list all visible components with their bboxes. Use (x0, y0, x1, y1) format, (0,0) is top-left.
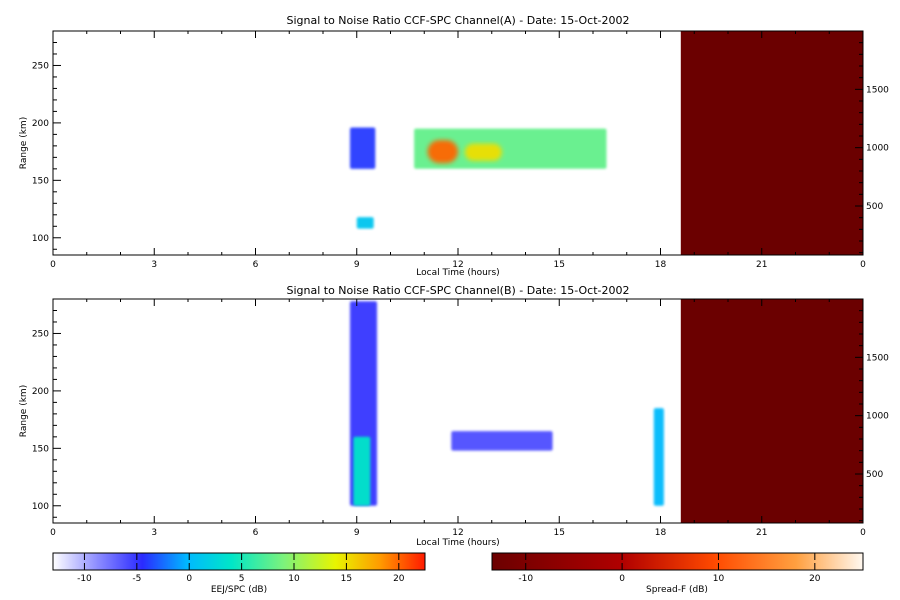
echo-region (350, 127, 376, 169)
x-tick-label: 15 (554, 260, 565, 270)
right-tick-label: 500 (866, 202, 883, 212)
x-axis-a: 0 3 6 9 12 15 18 21 0 (50, 31, 866, 270)
colorbar-tick-label: -10 (518, 574, 533, 584)
x-tick-label: 18 (655, 528, 667, 538)
echo-region (451, 431, 553, 451)
colorbar-eej-label: EEJ/SPC (dB) (211, 585, 267, 595)
colorbar-tick-label: 20 (393, 574, 405, 584)
colorbar-eej: -10 -5 0 5 10 15 20 EEJ/SPC (dB) (52, 552, 426, 595)
colorbar-spread-f-label: Spread-F (dB) (646, 585, 708, 595)
x-tick-label: 3 (151, 528, 157, 538)
x-tick-label: 3 (151, 260, 157, 270)
right-axis-a: 500 1000 1500 (855, 42, 889, 254)
x-tick-label: 21 (756, 260, 767, 270)
right-axis-b: 500 1000 1500 (855, 310, 889, 522)
y-axis-a: 100 150 200 250 (32, 30, 61, 250)
y-tick-label: 150 (32, 176, 49, 186)
colorbar-tick-label: 15 (341, 574, 352, 584)
x-axis-label-a: Local Time (hours) (416, 268, 499, 278)
y-axis-b: 100 150 200 250 (32, 298, 61, 518)
colorbar-tick-label: 5 (239, 574, 245, 584)
chart-title-a: Signal to Noise Ratio CCF-SPC Channel(A)… (286, 14, 629, 27)
x-tick-label: 9 (354, 260, 360, 270)
x-tick-label: 6 (253, 528, 259, 538)
colorbar-tick-label: 0 (619, 574, 625, 584)
y-tick-label: 250 (32, 329, 49, 339)
x-tick-label: 18 (655, 260, 667, 270)
y-tick-label: 100 (32, 234, 49, 244)
echo-region (464, 143, 502, 161)
right-tick-label: 1000 (866, 144, 889, 154)
y-tick-label: 200 (32, 387, 49, 397)
x-tick-label: 0 (50, 528, 56, 538)
x-tick-label: 12 (452, 260, 463, 270)
x-tick-label: 0 (860, 528, 866, 538)
colorbar-tick-label: -10 (77, 574, 92, 584)
spread-f-region (680, 299, 864, 523)
echo-region (427, 140, 458, 164)
heatmap-b (350, 299, 864, 523)
colorbar-spread-f-gradient (491, 552, 864, 571)
right-tick-label: 1500 (866, 85, 889, 95)
colorbar-eej-gradient (52, 552, 426, 571)
colorbar-tick-label: -5 (132, 574, 141, 584)
colorbar-tick-label: 10 (713, 574, 725, 584)
colorbar-spread-f-ticks: -10 0 10 20 (518, 553, 821, 584)
colorbar-tick-label: 10 (288, 574, 300, 584)
x-axis-label-b: Local Time (hours) (416, 538, 499, 548)
echo-region (414, 128, 607, 169)
y-axis-label-a: Range (km) (19, 117, 29, 169)
x-tick-label: 0 (50, 260, 56, 270)
heatmap-a (350, 31, 864, 255)
echo-region (353, 436, 371, 506)
chart-title-b: Signal to Noise Ratio CCF-SPC Channel(B)… (286, 284, 629, 297)
y-axis-label-b: Range (km) (19, 385, 29, 437)
x-tick-label: 0 (860, 260, 866, 270)
colorbar-eej-ticks: -10 -5 0 5 10 15 20 (77, 553, 405, 584)
y-tick-label: 100 (32, 502, 49, 512)
echo-region (356, 217, 374, 229)
chart-panel-b: Signal to Noise Ratio CCF-SPC Channel(B)… (19, 284, 889, 548)
right-tick-label: 500 (866, 470, 883, 480)
right-tick-label: 1000 (866, 412, 889, 422)
x-axis-b: 0 3 6 9 12 15 18 21 0 (50, 299, 866, 538)
y-tick-label: 250 (32, 61, 49, 71)
colorbar-tick-label: 20 (809, 574, 821, 584)
y-tick-label: 150 (32, 444, 49, 454)
chart-panel-a: Signal to Noise Ratio CCF-SPC Channel(A)… (19, 14, 889, 278)
echo-region (653, 408, 664, 506)
x-tick-label: 15 (554, 528, 565, 538)
right-tick-label: 1500 (866, 353, 889, 363)
spread-f-region (680, 31, 864, 255)
x-tick-label: 6 (253, 260, 259, 270)
x-tick-label: 12 (452, 528, 463, 538)
x-tick-label: 21 (756, 528, 767, 538)
y-tick-label: 200 (32, 119, 49, 129)
x-tick-label: 9 (354, 528, 360, 538)
colorbar-spread-f: -10 0 10 20 Spread-F (dB) (491, 552, 864, 595)
colorbar-tick-label: 0 (186, 574, 192, 584)
